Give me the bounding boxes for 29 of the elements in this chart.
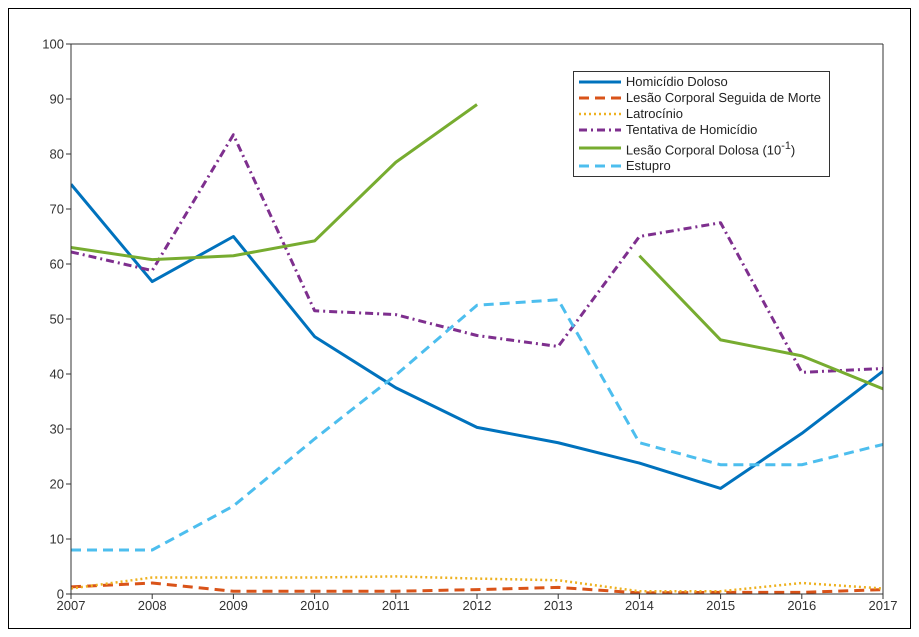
x-tick-label: 2014 — [624, 598, 654, 614]
y-tick-label: 100 — [42, 36, 64, 52]
x-tick-label: 2013 — [544, 598, 573, 614]
x-tick-label: 2017 — [868, 598, 898, 614]
legend-label: Homicídio Doloso — [626, 74, 728, 90]
legend-label: Lesão Corporal Dolosa (10$^{-1}$) — [626, 139, 796, 158]
y-tick-label: 40 — [50, 366, 64, 382]
line-series — [71, 182, 883, 490]
y-tick-label: 90 — [50, 92, 64, 107]
y-tick-label: 20 — [50, 476, 64, 492]
x-tick-label: 2016 — [787, 598, 816, 614]
y-tick-label: 30 — [50, 422, 64, 437]
legend-label: Latrocínio — [626, 106, 683, 122]
x-tick-label: 2011 — [382, 598, 410, 614]
y-tick-label: 80 — [50, 146, 64, 162]
x-tick-label: 2012 — [462, 598, 492, 614]
line-series — [71, 133, 883, 374]
x-tick-label: 2009 — [218, 598, 248, 614]
y-tick-label: 10 — [50, 532, 64, 547]
x-tick-label: 2008 — [138, 598, 167, 614]
legend-label: Tentativa de Homicídio — [626, 122, 758, 138]
x-tick-label: 2015 — [706, 598, 736, 614]
line-series — [71, 298, 883, 552]
x-tick-label: 2010 — [300, 598, 330, 614]
y-tick-label: 70 — [50, 202, 64, 217]
y-tick-label: 60 — [50, 256, 64, 272]
y-tick-label: 50 — [50, 312, 64, 327]
legend-label: Estupro — [626, 158, 671, 174]
legend-label: Lesão Corporal Seguida de Morte — [626, 90, 821, 106]
